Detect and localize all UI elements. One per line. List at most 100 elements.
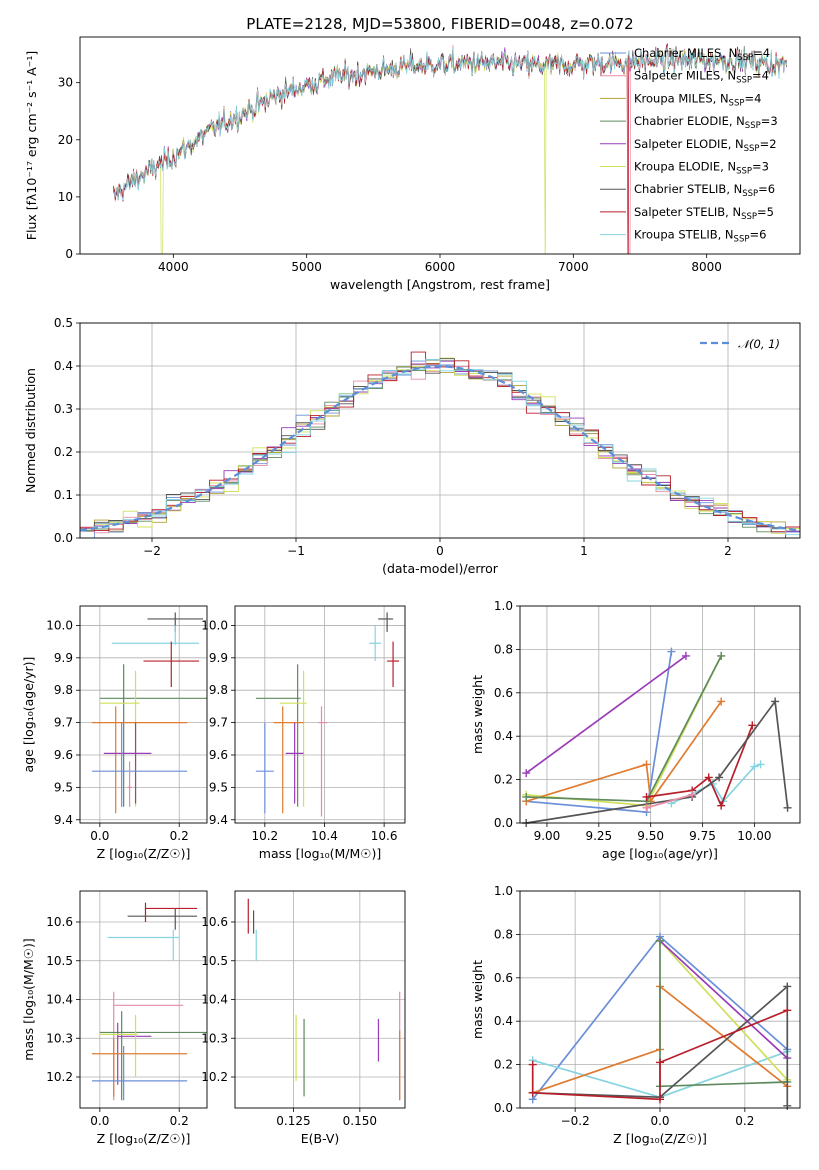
weight-marker bbox=[667, 647, 676, 656]
legend-text: Salpeter ELODIE, N bbox=[634, 137, 744, 151]
x-tick-label: −0.2 bbox=[561, 1114, 590, 1128]
x-tick-label: 9.00 bbox=[534, 829, 561, 843]
weight-marker bbox=[642, 792, 651, 801]
legend-suffix: =3 bbox=[761, 114, 778, 128]
panel-age_vs_Z: 0.0 0.2 9.4 9.5 9.6 9.7 9.8 9.9 10.0 Z [log₁₀(Z/Z… bbox=[21, 605, 208, 861]
x-tick-label: 6000 bbox=[425, 260, 456, 274]
y-tick-label: 9.5 bbox=[209, 780, 228, 794]
y-tick-label: 0.8 bbox=[494, 642, 513, 656]
x-tick-label: 10.2 bbox=[251, 829, 278, 843]
x-tick-label: 0.2 bbox=[735, 1114, 754, 1128]
legend-sub: SSP bbox=[745, 121, 761, 131]
legend-text: Chabrier ELODIE, N bbox=[634, 114, 745, 128]
panel-weight_vs_age: 9.00 9.25 9.50 9.75 10.00 0.0 0.2 0.4 0.6 0.8 1.0 a… bbox=[470, 599, 801, 861]
panel-mass_vs_Z: 0.0 0.2 10.2 10.3 10.4 10.5 10.6 Z [log₁₀(Z/Z☉)… bbox=[21, 890, 208, 1146]
x-axis-label: age [log₁₀(age/yr)] bbox=[602, 846, 718, 861]
x-axis-label: (data-model)/error bbox=[382, 561, 499, 576]
weight-line bbox=[525, 655, 687, 774]
x-tick-label: 10.6 bbox=[371, 829, 398, 843]
legend-suffix: =2 bbox=[760, 137, 777, 151]
y-tick-label: 10.3 bbox=[46, 1031, 73, 1045]
legend-entry: Chabrier STELIB, NSSP=6 bbox=[634, 182, 775, 199]
y-tick-label: 9.5 bbox=[54, 780, 73, 794]
spectrum-line-kroupa-stelib bbox=[112, 45, 787, 201]
legend-sub: SSP bbox=[736, 76, 752, 86]
legend-suffix: =4 bbox=[753, 46, 770, 60]
x-tick-label: 9.25 bbox=[585, 829, 612, 843]
panel-weight_vs_Z: −0.2 0.0 0.2 0.0 0.2 0.4 0.6 0.8 1.0 Z [log₁₀(Z/Z… bbox=[470, 884, 801, 1146]
x-tick-label: −1 bbox=[287, 544, 305, 558]
weight-marker bbox=[748, 721, 757, 730]
weight-marker bbox=[783, 803, 792, 812]
weight-marker bbox=[656, 1058, 664, 1067]
y-tick-label: 0 bbox=[65, 247, 73, 261]
legend-sub: SSP bbox=[736, 167, 752, 177]
y-tick-label: 10.4 bbox=[46, 993, 73, 1007]
legend-text: Kroupa MILES, N bbox=[634, 91, 729, 105]
y-tick-label: 10.4 bbox=[201, 993, 228, 1007]
y-tick-label: 10.5 bbox=[46, 954, 73, 968]
weight-marker bbox=[656, 936, 664, 945]
legend-suffix: =4 bbox=[752, 69, 769, 83]
legend-sub: SSP bbox=[737, 53, 753, 63]
x-axis-label: mass [log₁₀(M/M☉)] bbox=[259, 846, 381, 861]
legend-sub: SSP bbox=[742, 189, 758, 199]
y-tick-label: 10.5 bbox=[201, 954, 228, 968]
x-axis-label: E(B-V) bbox=[301, 1131, 340, 1146]
weight-line bbox=[659, 940, 788, 1059]
x-tick-label: 0 bbox=[436, 544, 444, 558]
weight-marker bbox=[688, 790, 697, 799]
weight-line bbox=[526, 655, 722, 807]
y-tick-label: 20 bbox=[58, 133, 73, 147]
x-tick-label: 4000 bbox=[158, 260, 189, 274]
weight-marker bbox=[783, 982, 792, 991]
x-axis-label: Z [log₁₀(Z/Z☉)] bbox=[97, 1131, 191, 1146]
x-tick-label: 5000 bbox=[291, 260, 322, 274]
legend-entry: 𝒩(0, 1) bbox=[738, 337, 780, 351]
legend-entry: Chabrier ELODIE, NSSP=3 bbox=[634, 114, 778, 131]
panel-age_vs_mass: 10.2 10.4 10.6 9.4 9.5 9.6 9.7 9.8 9.9 10.0 mass [… bbox=[201, 605, 406, 861]
weight-marker bbox=[783, 1006, 792, 1015]
weight-marker bbox=[642, 760, 651, 769]
y-tick-label: 0.5 bbox=[54, 316, 73, 330]
x-tick-label: 9.50 bbox=[637, 829, 664, 843]
y-tick-label: 10.3 bbox=[201, 1031, 228, 1045]
y-tick-label: 0.2 bbox=[54, 445, 73, 459]
legend-sub: SSP bbox=[741, 212, 757, 222]
legend-entry: Salpeter STELIB, NSSP=5 bbox=[634, 205, 774, 222]
x-axis-label: Z [log₁₀(Z/Z☉)] bbox=[613, 1131, 707, 1146]
legend-entry: Kroupa STELIB, NSSP=6 bbox=[634, 228, 766, 245]
x-tick-label: 2 bbox=[724, 544, 732, 558]
y-tick-label: 9.8 bbox=[54, 683, 73, 697]
legend-sub: SSP bbox=[744, 144, 760, 154]
legend-text: Chabrier MILES, N bbox=[634, 46, 737, 60]
legend-sub: SSP bbox=[734, 235, 750, 245]
weight-marker bbox=[756, 760, 765, 769]
y-tick-label: 0.4 bbox=[494, 1014, 513, 1028]
x-tick-label: 8000 bbox=[691, 260, 722, 274]
y-tick-label: 0.3 bbox=[54, 402, 73, 416]
y-tick-label: 0.0 bbox=[54, 531, 73, 545]
y-tick-label: 0.2 bbox=[494, 1058, 513, 1072]
x-tick-label: 0.0 bbox=[90, 1114, 109, 1128]
y-axis-label: mass weight bbox=[470, 960, 485, 1039]
y-axis-label: mass [log₁₀(M/M☉)] bbox=[21, 938, 36, 1060]
weight-marker bbox=[642, 803, 651, 812]
plot-frame bbox=[519, 890, 801, 1109]
weight-marker bbox=[681, 651, 690, 660]
plot-frame bbox=[79, 890, 208, 1109]
x-axis-label: wavelength [Angstrom, rest frame] bbox=[330, 277, 550, 292]
weight-line bbox=[646, 793, 693, 809]
y-tick-label: 10.0 bbox=[46, 618, 73, 632]
weight-marker bbox=[715, 773, 724, 782]
plot-frame bbox=[234, 890, 406, 1109]
legend-entry: Kroupa MILES, NSSP=4 bbox=[634, 91, 761, 108]
y-tick-label: 9.4 bbox=[54, 813, 73, 827]
x-tick-label: 0.0 bbox=[650, 1114, 669, 1128]
legend-suffix: =6 bbox=[749, 228, 766, 242]
plot-frame bbox=[519, 605, 801, 824]
figure-title: PLATE=2128, MJD=53800, FIBERID=0048, z=0… bbox=[246, 15, 633, 33]
plot-frame bbox=[234, 605, 406, 824]
y-tick-label: 9.6 bbox=[209, 748, 228, 762]
